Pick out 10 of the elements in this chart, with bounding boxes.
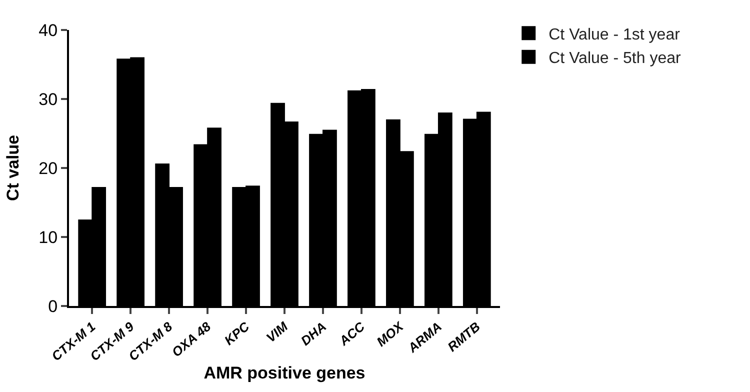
y-tick-label: 10 xyxy=(38,228,58,247)
y-tick-label: 20 xyxy=(38,158,58,178)
x-axis-title: AMR positive genes xyxy=(204,364,366,383)
y-tick-label: 0 xyxy=(48,296,58,316)
y-axis-title: Ct value xyxy=(4,134,23,202)
x-tick-label: VIM xyxy=(263,318,292,346)
legend-label: Ct Value - 1st year xyxy=(548,26,681,44)
legend-label: Ct Value - 5th year xyxy=(548,50,682,68)
y-tick-label: 40 xyxy=(38,20,58,40)
y-tick-label: 30 xyxy=(38,90,58,109)
